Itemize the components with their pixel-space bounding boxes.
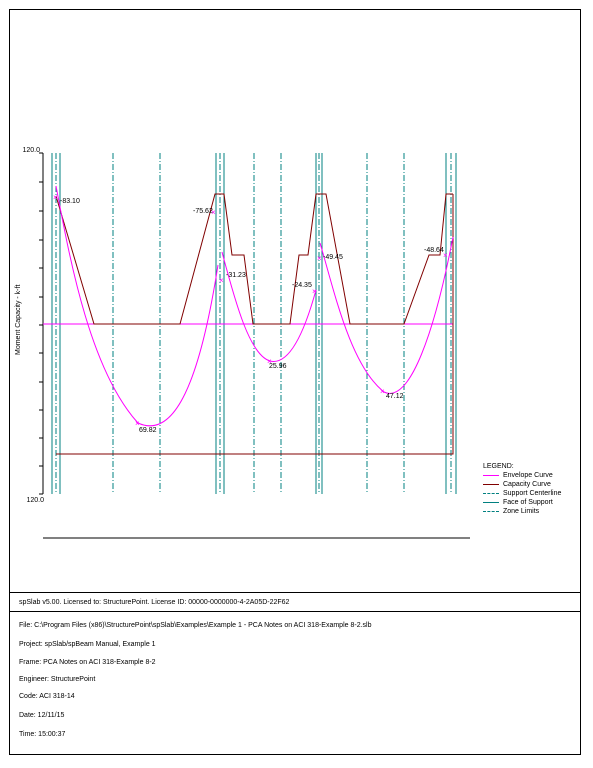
legend-swatch bbox=[483, 502, 499, 503]
capacity-curve-negative bbox=[55, 193, 453, 325]
annotation-label: -49.45 bbox=[323, 254, 343, 261]
engineer-name: Engineer: StructurePoint bbox=[19, 676, 96, 683]
legend-item-envelope: Envelope Curve bbox=[483, 471, 561, 480]
license-text: spSlab v5.00. Licensed to: StructurePoin… bbox=[19, 599, 290, 606]
annotation-marker: × bbox=[443, 251, 448, 260]
legend-item-zone-limits: Zone Limits bbox=[483, 507, 561, 516]
legend-swatch bbox=[483, 511, 499, 512]
envelope-curve bbox=[55, 185, 454, 427]
annotation-label: 25.96 bbox=[269, 363, 287, 370]
annotation-marker: × bbox=[312, 287, 317, 296]
annotation-label: -24.35 bbox=[292, 282, 312, 289]
legend-item-support-centerline: Support Centerline bbox=[483, 489, 561, 498]
annotation-label: -75.62 bbox=[193, 208, 213, 215]
file-path: File: C:\Program Files (x86)\StructurePo… bbox=[19, 622, 372, 629]
project-name: Project: spSlab/spBeam Manual, Example 1 bbox=[19, 641, 156, 648]
curves bbox=[43, 185, 454, 455]
annotation-label: 47.12 bbox=[386, 393, 404, 400]
y-axis-top-tick: 120.0 bbox=[22, 147, 40, 154]
annotation-marker: × bbox=[380, 387, 385, 396]
legend-label: Face of Support bbox=[503, 499, 553, 506]
legend-swatch bbox=[483, 475, 499, 476]
legend-item-capacity: Capacity Curve bbox=[483, 480, 561, 489]
annotations: × -83.10×-75.62×-31.23×-24.35× -49.45 ×-48.… bbox=[53, 193, 448, 434]
legend-swatch bbox=[483, 493, 499, 494]
annotation-marker: × bbox=[53, 193, 58, 202]
annotation-marker: × bbox=[317, 254, 322, 263]
annotation-marker: × bbox=[267, 357, 272, 366]
date-stamp: Date: 12/11/15 bbox=[19, 712, 65, 719]
time-stamp: Time: 15:00:37 bbox=[19, 731, 66, 738]
annotation-marker: × bbox=[219, 276, 224, 285]
annotation-label: -31.23 bbox=[226, 272, 246, 279]
legend-item-face-of-support: Face of Support bbox=[483, 498, 561, 507]
y-axis-label: Moment Capacity - k-ft bbox=[15, 285, 22, 355]
legend-label: Zone Limits bbox=[503, 508, 540, 515]
legend-swatch bbox=[483, 484, 499, 485]
annotation-label: -48.64 bbox=[424, 247, 444, 254]
moment-capacity-chart: × -83.10×-75.62×-31.23×-24.35× -49.45 ×-48.… bbox=[15, 147, 470, 539]
annotation-label: 69.82 bbox=[139, 427, 157, 434]
legend-label: Support Centerline bbox=[503, 490, 562, 497]
capacity-curve-positive bbox=[56, 194, 454, 455]
annotation-marker: × bbox=[135, 419, 140, 428]
frame-name: Frame: PCA Notes on ACI 318-Example 8-2 bbox=[19, 659, 156, 666]
legend-title: LEGEND: bbox=[483, 463, 514, 470]
divider-bottom bbox=[9, 611, 581, 612]
annotation-label: -83.10 bbox=[60, 198, 80, 205]
design-code: Code: ACI 318-14 bbox=[19, 693, 75, 700]
legend-label: Envelope Curve bbox=[503, 472, 553, 479]
y-axis-bottom-tick: 120.0 bbox=[26, 497, 44, 504]
annotation-marker: × bbox=[211, 208, 216, 217]
legend-label: Capacity Curve bbox=[503, 481, 551, 488]
divider-top bbox=[9, 592, 581, 593]
axes bbox=[39, 152, 44, 495]
legend: LEGEND: Envelope Curve Capacity Curve Su… bbox=[483, 462, 561, 516]
page-frame bbox=[9, 9, 581, 755]
